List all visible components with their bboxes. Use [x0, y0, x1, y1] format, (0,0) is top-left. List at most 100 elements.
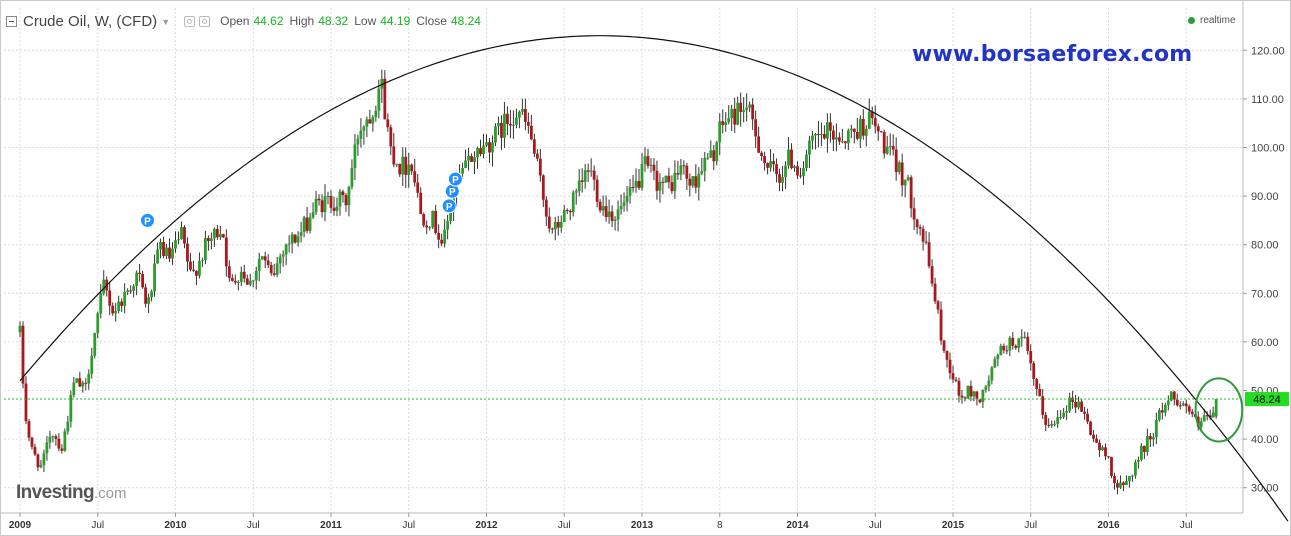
- candle-up: [467, 156, 470, 161]
- candle-up: [562, 209, 566, 222]
- indicator-icon[interactable]: [199, 15, 211, 27]
- candle-down: [479, 148, 482, 155]
- candle-up: [867, 111, 871, 129]
- candle-down: [1086, 413, 1089, 422]
- candle-down: [861, 118, 865, 136]
- candle-up: [814, 134, 817, 136]
- candle-up: [805, 154, 808, 168]
- candle-up: [664, 175, 668, 183]
- candle-down: [891, 146, 895, 150]
- candle-down: [547, 216, 551, 229]
- candle-down: [796, 166, 799, 176]
- candle-up: [90, 355, 94, 374]
- candle-up: [464, 160, 467, 169]
- candle-down: [30, 437, 34, 447]
- candle-down: [224, 237, 228, 267]
- event-marker-label: P: [144, 216, 151, 227]
- candle-up: [715, 142, 719, 162]
- candle-down: [1092, 434, 1095, 439]
- candle-down: [523, 108, 527, 122]
- candle-up: [673, 173, 677, 192]
- candle-down: [320, 200, 324, 213]
- candle-down: [192, 269, 195, 271]
- candle-up: [371, 117, 375, 124]
- event-marker-icon[interactable]: [441, 198, 457, 214]
- candle-up: [1020, 336, 1024, 339]
- candle-up: [296, 236, 300, 243]
- candle-up: [1134, 462, 1137, 476]
- candle-up: [1056, 417, 1060, 424]
- candle-up: [1137, 459, 1140, 463]
- candle-down: [78, 378, 82, 387]
- candle-down: [550, 228, 554, 230]
- candle-up: [987, 380, 991, 387]
- candle-down: [1074, 401, 1078, 408]
- candle-down: [754, 119, 758, 137]
- candle-up: [553, 221, 557, 230]
- settings-icon[interactable]: [184, 15, 196, 27]
- candle-down: [1083, 411, 1086, 414]
- candle-down: [739, 102, 743, 112]
- x-tick-label: 2009: [9, 520, 32, 531]
- candle-down: [1098, 442, 1101, 451]
- candle-down: [942, 340, 946, 351]
- open-value: 44.62: [253, 14, 284, 28]
- candle-down: [975, 391, 979, 400]
- candle-down: [951, 373, 955, 380]
- candle-up: [123, 291, 127, 306]
- candle-up: [625, 195, 629, 203]
- candle-up: [48, 436, 52, 443]
- symbol-title[interactable]: Crude Oil, W, (CFD): [23, 12, 158, 30]
- candle-up: [135, 272, 139, 286]
- candle-up: [1157, 410, 1161, 420]
- candle-up: [171, 248, 174, 259]
- chevron-down-icon[interactable]: ▼: [161, 17, 171, 27]
- event-marker-icon[interactable]: [447, 171, 463, 187]
- candle-up: [503, 113, 506, 138]
- candle-up: [497, 122, 500, 127]
- event-marker-icon[interactable]: [140, 212, 156, 228]
- candle-up: [781, 177, 784, 183]
- realtime-indicator: realtime: [1188, 15, 1236, 26]
- candle-up: [820, 133, 823, 135]
- candle-up: [204, 238, 207, 261]
- candle-down: [1071, 397, 1075, 402]
- candle-down: [398, 163, 402, 175]
- candle-down: [817, 134, 820, 136]
- candle-up: [491, 142, 494, 153]
- candle-down: [936, 301, 940, 310]
- candle-up: [849, 128, 853, 131]
- candle-down: [129, 290, 133, 292]
- collapse-button[interactable]: [6, 15, 17, 27]
- candle-up: [150, 291, 153, 298]
- candle-up: [356, 138, 360, 145]
- candle-down: [843, 141, 847, 144]
- candle-up: [1131, 475, 1134, 477]
- x-tick-label: Jul: [869, 520, 882, 531]
- candle-up: [251, 280, 255, 282]
- candle-down: [168, 247, 171, 259]
- candle-up: [449, 211, 453, 221]
- candle-up: [903, 179, 907, 186]
- watermark-text: www.borsaeforex.com: [912, 42, 1193, 67]
- candle-down: [592, 170, 596, 180]
- candle-down: [655, 170, 659, 191]
- candle-down: [305, 217, 309, 231]
- status-dot-icon: [1188, 17, 1195, 24]
- candle-down: [900, 162, 904, 186]
- candle-up: [443, 229, 447, 244]
- candle-down: [1029, 351, 1033, 364]
- candle-down: [1005, 350, 1009, 352]
- candle-down: [882, 131, 886, 154]
- candle-up: [290, 234, 294, 244]
- candle-up: [494, 126, 497, 143]
- candle-up: [63, 431, 67, 451]
- investing-logo[interactable]: Investing.com: [16, 482, 127, 504]
- candle-up: [727, 117, 731, 123]
- candle-up: [808, 140, 811, 155]
- candle-up: [748, 104, 752, 108]
- y-tick-label: 110.00: [1251, 94, 1284, 106]
- realtime-label: realtime: [1200, 15, 1236, 26]
- candle-up: [1169, 391, 1173, 401]
